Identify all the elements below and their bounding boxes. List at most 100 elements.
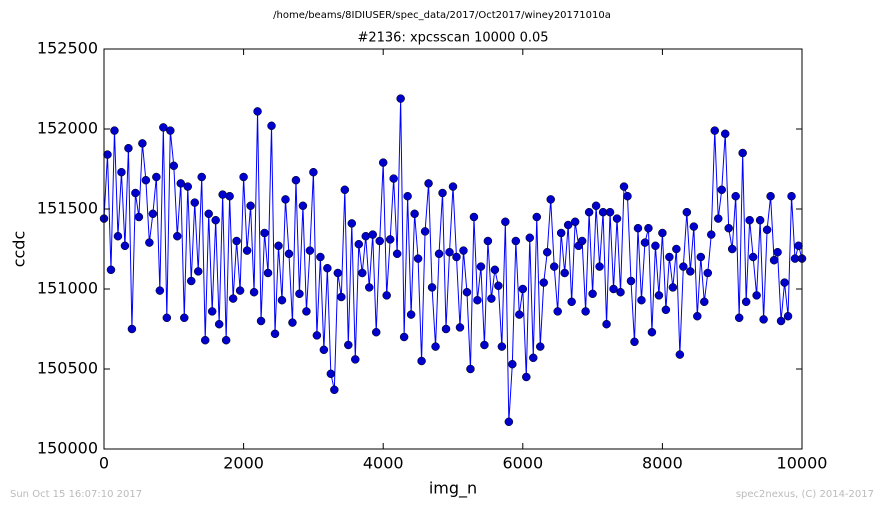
data-point	[455, 323, 465, 332]
data-point	[110, 126, 119, 135]
data-point	[316, 252, 325, 262]
data-point	[120, 241, 130, 251]
data-point	[508, 359, 517, 369]
data-point	[755, 215, 765, 225]
data-point	[469, 212, 479, 222]
data-point	[173, 231, 182, 241]
data-point	[204, 209, 213, 219]
data-point	[399, 332, 409, 342]
data-point	[159, 123, 168, 132]
data-point	[358, 268, 367, 278]
data-point	[309, 167, 318, 177]
data-point	[148, 209, 158, 219]
data-point	[371, 327, 381, 337]
data-point	[619, 182, 629, 191]
data-point	[693, 311, 702, 321]
data-point	[427, 283, 437, 292]
data-point	[239, 172, 248, 182]
data-point	[536, 342, 545, 351]
data-point	[462, 287, 472, 297]
data-point	[361, 231, 370, 241]
data-point	[256, 316, 266, 326]
x-tick-label: 2000	[223, 454, 264, 473]
data-point	[595, 262, 604, 271]
x-tick-label: 4000	[363, 454, 404, 473]
data-point	[539, 278, 548, 287]
data-point	[364, 283, 374, 292]
data-point	[727, 244, 737, 254]
data-point	[584, 207, 594, 217]
data-point	[630, 337, 639, 347]
y-tick-label: 151000	[37, 279, 98, 298]
data-point	[347, 219, 357, 228]
data-point	[720, 129, 730, 139]
data-point	[134, 212, 144, 222]
data-point	[787, 191, 796, 201]
data-point	[323, 263, 332, 273]
data-point	[515, 310, 524, 319]
data-point	[741, 297, 751, 307]
y-tick-label: 152500	[37, 39, 98, 58]
data-point	[522, 372, 531, 382]
data-point	[567, 297, 576, 307]
data-point	[626, 276, 636, 286]
plot-frame	[103, 48, 803, 450]
data-point	[689, 222, 699, 231]
data-point	[152, 172, 161, 182]
data-point	[696, 252, 706, 262]
data-point	[225, 191, 234, 201]
data-point	[260, 228, 269, 238]
data-point	[637, 295, 646, 305]
data-point	[672, 244, 681, 254]
suptitle: /home/beams/8IDIUSER/spec_data/2017/Oct2…	[273, 10, 611, 21]
data-point	[392, 249, 402, 259]
data-point	[738, 148, 747, 158]
data-point	[441, 324, 451, 334]
data-point	[682, 207, 692, 217]
data-point	[312, 331, 322, 340]
data-point	[713, 214, 723, 223]
x-axis-label: img_n	[429, 479, 477, 499]
data-point	[113, 231, 123, 241]
data-point	[759, 315, 768, 324]
data-point	[333, 268, 343, 278]
data-point	[193, 267, 203, 276]
data-point	[776, 316, 786, 326]
data-point	[200, 335, 210, 345]
x-tick-label: 6000	[502, 454, 543, 473]
data-point	[162, 313, 172, 323]
data-point	[686, 267, 695, 276]
data-point	[480, 340, 489, 350]
data-point	[707, 230, 716, 239]
data-point	[131, 188, 140, 198]
data-point	[623, 191, 632, 201]
data-point	[424, 179, 433, 188]
data-point	[448, 182, 458, 191]
data-point	[382, 291, 391, 300]
data-point	[413, 254, 423, 263]
y-tick-label: 151500	[37, 199, 98, 218]
data-point	[406, 310, 416, 319]
data-point	[103, 150, 112, 159]
data-point	[417, 356, 426, 366]
data-point	[794, 241, 803, 251]
data-point	[253, 107, 262, 116]
data-point	[476, 262, 486, 271]
data-point	[658, 228, 667, 238]
data-point	[340, 185, 350, 195]
data-point	[431, 342, 440, 351]
data-point	[703, 268, 713, 278]
data-point	[410, 209, 419, 219]
data-point	[277, 295, 287, 305]
data-point	[270, 329, 280, 339]
data-point	[661, 305, 671, 315]
data-point	[368, 230, 377, 239]
x-tick-label: 10000	[777, 454, 828, 473]
data-point	[235, 286, 245, 295]
data-line	[103, 98, 803, 422]
data-point	[612, 214, 622, 223]
data-point	[494, 281, 503, 291]
data-point	[644, 223, 653, 233]
data-point	[748, 252, 758, 262]
